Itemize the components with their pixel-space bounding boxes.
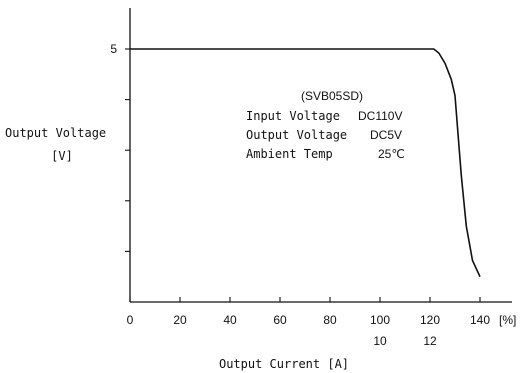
annotation-value-input-voltage: DC110V xyxy=(358,109,402,123)
series-group xyxy=(130,48,481,278)
x-tick-label-40: 40 xyxy=(223,313,237,327)
annotation-label-ambient-temp: Ambient Temp xyxy=(246,147,333,161)
annotation-label-output-voltage: Output Voltage xyxy=(246,128,347,142)
axes xyxy=(129,8,512,303)
x-tick-label-20: 20 xyxy=(173,313,187,327)
annotation-value-ambient-temp: 25℃ xyxy=(378,147,405,161)
series-line-0 xyxy=(130,48,481,278)
y-tick-label-5: 5 xyxy=(110,42,117,56)
x-tick-label-120: 120 xyxy=(420,313,440,327)
y-axis-label-line1: Output Voltage xyxy=(5,126,106,140)
x-axis-ticks: 0 20 40 60 80 100 120 140 10 12 xyxy=(127,297,490,348)
x-secondary-tick-label-10: 10 xyxy=(373,334,387,348)
x-secondary-tick-label-12: 12 xyxy=(423,334,437,348)
annotation-box: (SVB05SD) Input Voltage DC110V Output Vo… xyxy=(246,89,405,161)
annotation-title: (SVB05SD) xyxy=(301,89,363,103)
y-axis-ticks: 5 xyxy=(110,42,130,252)
x-tick-label-140: 140 xyxy=(470,313,490,327)
x-axis-label: Output Current [A] xyxy=(219,357,349,371)
x-axis-unit: [%] xyxy=(499,313,516,327)
annotation-value-output-voltage: DC5V xyxy=(370,128,402,142)
x-tick-label-80: 80 xyxy=(323,313,337,327)
y-axis-label-line2: [V] xyxy=(51,149,73,163)
x-tick-label-100: 100 xyxy=(370,313,390,327)
x-tick-label-60: 60 xyxy=(273,313,287,327)
x-tick-label-0: 0 xyxy=(127,313,134,327)
annotation-label-input-voltage: Input Voltage xyxy=(246,109,340,123)
